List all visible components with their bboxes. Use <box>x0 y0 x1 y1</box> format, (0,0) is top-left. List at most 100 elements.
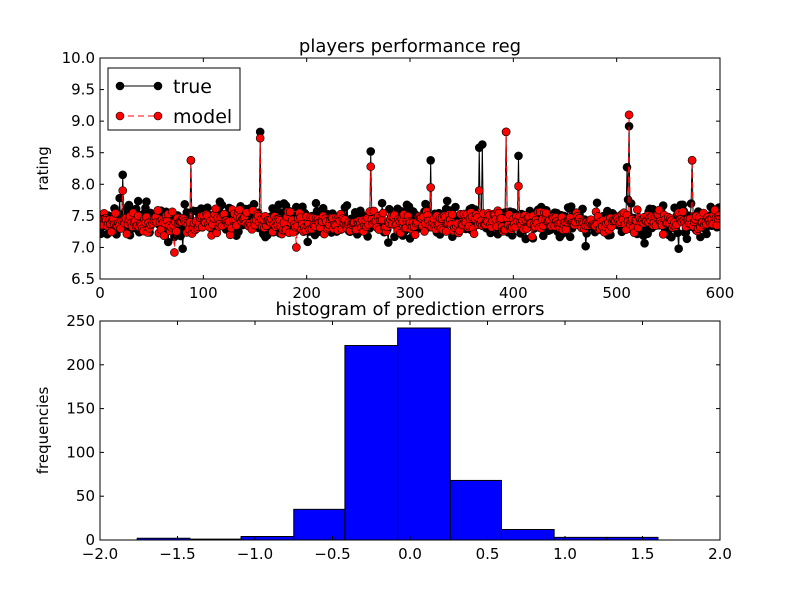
data-point <box>654 205 664 215</box>
histogram-area: −2.0 −1.5 −1.0 −0.5 0.0 0.5 1.0 1.5 2.0 0 50 100 150… <box>66 312 732 563</box>
y-tick-label: 8.0 <box>71 175 95 193</box>
y-tick-label: 250 <box>66 312 95 330</box>
data-point <box>578 204 587 214</box>
x-tick-label: 500 <box>602 284 631 302</box>
data-point <box>111 208 120 218</box>
legend-box <box>107 67 241 131</box>
data-point <box>592 198 602 208</box>
legend-marker <box>115 81 125 91</box>
top-panel: players performance reg rating 0 100 200 30… <box>34 36 734 302</box>
histogram-bar <box>500 528 555 541</box>
data-point <box>292 243 301 252</box>
legend: true model <box>107 67 241 131</box>
data-point <box>159 231 169 241</box>
y-tick-label: 9.0 <box>71 112 95 130</box>
data-point <box>640 239 649 248</box>
y-tick-label: 100 <box>66 443 95 461</box>
data-point <box>107 227 116 237</box>
data-point <box>626 199 636 208</box>
data-point <box>581 241 590 251</box>
data-point <box>235 205 244 214</box>
data-point <box>514 181 523 191</box>
x-tick-label: 0.5 <box>476 545 500 563</box>
histogram-bar <box>293 508 346 541</box>
data-point <box>303 237 313 247</box>
y-tick-label: 50 <box>76 487 95 505</box>
data-point <box>420 227 429 236</box>
data-point <box>542 208 551 218</box>
y-tick-label: 7.0 <box>71 238 95 256</box>
data-point <box>426 155 435 165</box>
data-point <box>178 244 187 253</box>
data-point <box>366 162 376 171</box>
data-point <box>501 127 511 137</box>
data-point <box>115 193 124 203</box>
data-point <box>118 170 128 180</box>
x-tick-label: 200 <box>292 284 321 302</box>
data-point <box>514 151 523 161</box>
x-tick-label: 300 <box>396 284 425 302</box>
legend-label-model: model <box>173 106 232 128</box>
data-point <box>469 229 479 239</box>
data-point <box>674 244 683 253</box>
x-tick-label: 2.0 <box>708 545 732 563</box>
data-point <box>180 199 190 209</box>
data-point <box>366 147 376 156</box>
histogram-bar <box>240 535 295 541</box>
x-tick-label: −1.0 <box>237 545 273 563</box>
data-point <box>163 237 173 247</box>
data-point <box>255 133 265 143</box>
data-point <box>426 183 435 192</box>
data-point <box>566 202 576 211</box>
data-point <box>441 227 451 236</box>
y-tick-label: 9.5 <box>71 81 95 99</box>
data-point <box>527 232 537 241</box>
y-tick-label: 10.0 <box>62 49 95 67</box>
data-point <box>682 234 692 244</box>
data-point <box>448 210 457 219</box>
x-tick-label: −1.5 <box>159 545 195 563</box>
series-group <box>100 110 720 257</box>
data-point <box>451 202 460 212</box>
chart-title: players performance reg <box>299 36 521 57</box>
data-point <box>410 230 420 240</box>
data-point <box>624 110 634 120</box>
data-point <box>658 230 668 239</box>
histogram-bar <box>449 479 502 541</box>
legend-label-true: true <box>173 76 212 98</box>
data-point <box>377 198 387 208</box>
x-tick-label: 0.0 <box>398 545 422 563</box>
y-tick-label: 8.5 <box>71 144 95 162</box>
legend-marker <box>153 81 163 91</box>
data-point <box>311 198 321 208</box>
data-point <box>142 197 151 206</box>
data-point <box>442 196 452 206</box>
y-tick-label: 0 <box>85 531 95 549</box>
x-tick-label: 1.0 <box>553 545 577 563</box>
legend-marker <box>115 111 125 121</box>
x-tick-label: 1.5 <box>631 545 655 563</box>
data-point <box>211 204 221 214</box>
data-point <box>172 227 181 236</box>
data-point <box>478 140 487 149</box>
x-tick-label: 0 <box>95 284 105 302</box>
data-point <box>133 196 143 206</box>
plot-area: 0 100 200 300 400 500 600 6.5 7.0 7.5 8.0 8.5 9.0 9.5… <box>62 49 735 302</box>
y-tick-label: 7.5 <box>71 207 95 225</box>
x-tick-label: −2.0 <box>82 545 118 563</box>
data-point <box>383 238 393 247</box>
data-point <box>474 186 484 195</box>
histogram-bar <box>344 345 399 541</box>
y-axis-label: rating <box>34 146 52 190</box>
data-point <box>702 229 711 239</box>
series-model <box>100 110 720 257</box>
y-axis-label: frequencies <box>34 387 52 475</box>
bottom-panel: histogram of prediction errors frequenci… <box>34 299 732 563</box>
legend-marker <box>153 111 163 121</box>
data-point <box>342 201 352 210</box>
x-tick-label: −0.5 <box>314 545 350 563</box>
data-point <box>633 205 642 214</box>
data-point <box>667 232 676 242</box>
data-point <box>565 232 575 242</box>
